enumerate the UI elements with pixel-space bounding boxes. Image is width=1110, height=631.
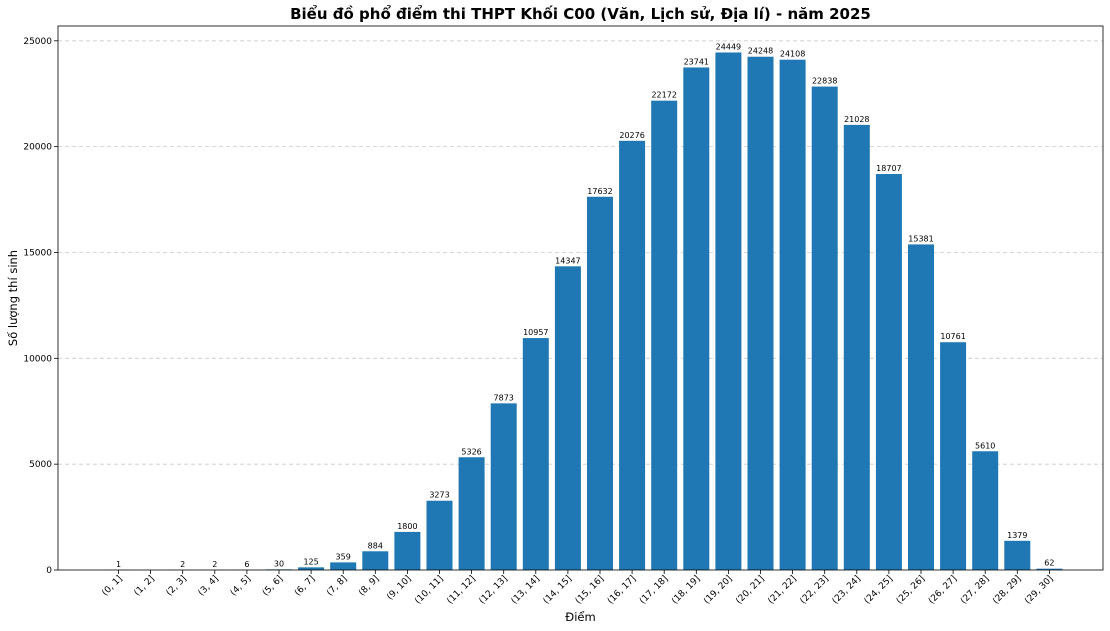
bar — [876, 174, 902, 570]
y-tick-label: 25000 — [23, 37, 52, 47]
bar — [715, 52, 741, 570]
y-tick-label: 5000 — [29, 460, 52, 470]
bar-value-label: 2 — [180, 560, 185, 569]
bar-value-label: 359 — [336, 552, 351, 561]
y-tick-label: 10000 — [23, 354, 52, 364]
bar-value-label: 884 — [368, 541, 383, 550]
x-tick-label: (18, 19] — [670, 574, 702, 606]
bar-value-label: 1 — [116, 560, 121, 569]
x-tick-label: (27, 28] — [959, 574, 991, 606]
x-tick-label: (22, 23] — [799, 574, 831, 606]
x-tick-label: (3, 4] — [197, 574, 221, 598]
bar — [908, 244, 934, 570]
bar-value-label: 20276 — [619, 131, 644, 140]
y-tick-label: 20000 — [23, 143, 52, 153]
bar — [619, 141, 645, 570]
x-tick-label: (23, 24] — [831, 574, 863, 606]
bar-value-label: 18707 — [876, 164, 901, 173]
bar — [940, 342, 966, 570]
bar-value-label: 6 — [244, 560, 249, 569]
x-tick-label: (0, 1] — [100, 574, 124, 598]
bar — [812, 87, 838, 570]
bar-value-label: 23741 — [684, 57, 709, 66]
x-tick-label: (1, 2] — [133, 574, 157, 598]
x-tick-label: (20, 21] — [734, 574, 766, 606]
bar-value-label: 125 — [303, 557, 318, 566]
x-tick-label: (5, 6] — [261, 574, 285, 598]
x-axis-label: Điểm — [565, 610, 595, 624]
bar-value-label: 17632 — [587, 187, 612, 196]
bar-value-label: 22172 — [651, 91, 676, 100]
bar — [748, 57, 774, 570]
bar-value-label: 62 — [1044, 559, 1054, 568]
x-tick-label: (19, 20] — [702, 574, 734, 606]
bar-value-label: 5610 — [975, 441, 995, 450]
chart-title: Biểu đồ phổ điểm thi THPT Khối C00 (Văn,… — [290, 4, 871, 23]
bar-value-label: 3273 — [429, 491, 449, 500]
bar — [1004, 541, 1030, 570]
bar — [394, 532, 420, 570]
bar-value-label: 30 — [274, 559, 284, 568]
bar-value-label: 24449 — [716, 42, 741, 51]
y-tick-label: 15000 — [23, 248, 52, 258]
bar — [972, 451, 998, 570]
x-tick-label: (26, 27] — [927, 574, 959, 606]
x-tick-label: (7, 8] — [325, 574, 349, 598]
bar — [683, 67, 709, 570]
bar — [459, 457, 485, 570]
bar-value-label: 21028 — [844, 115, 869, 124]
bar-value-label: 14347 — [555, 256, 580, 265]
bar — [491, 403, 517, 570]
x-tick-label: (12, 13] — [478, 574, 510, 606]
bar — [362, 551, 388, 570]
x-tick-label: (9, 10] — [385, 574, 413, 602]
x-tick-label: (17, 18] — [638, 574, 670, 606]
bar — [330, 562, 356, 570]
y-axis-ticks: 0 5000 10000 15000 20000 25000 — [23, 37, 58, 576]
bar — [427, 501, 453, 570]
x-tick-label: (14, 15] — [542, 574, 574, 606]
bar — [523, 338, 549, 570]
x-tick-label: (10, 11] — [413, 574, 445, 606]
bar — [587, 197, 613, 570]
bar-value-label: 1800 — [397, 522, 417, 531]
bar-value-label: 10957 — [523, 328, 548, 337]
y-axis-label: Số lượng thí sinh — [6, 250, 20, 346]
x-tick-label: (13, 14] — [510, 574, 542, 606]
bar-value-label: 2 — [212, 560, 217, 569]
bar-value-label: 15381 — [908, 234, 933, 243]
x-tick-label: (29, 30] — [1023, 574, 1055, 606]
bar-value-label: 7873 — [494, 393, 514, 402]
bar-value-label: 24108 — [780, 50, 805, 59]
bar — [651, 101, 677, 570]
bar — [780, 60, 806, 570]
bar-value-label: 1379 — [1007, 531, 1027, 540]
bar — [844, 125, 870, 570]
bar-value-label: 22838 — [812, 77, 837, 86]
x-tick-label: (8, 9] — [357, 574, 381, 598]
x-tick-label: (11, 12] — [445, 574, 477, 606]
x-tick-label: (16, 17] — [606, 574, 638, 606]
bar-value-label: 24248 — [748, 47, 773, 56]
bar-value-label: 5326 — [461, 447, 481, 456]
x-tick-label: (2, 3] — [165, 574, 189, 598]
x-tick-label: (21, 22] — [766, 574, 798, 606]
x-tick-label: (15, 16] — [574, 574, 606, 606]
x-axis-ticks: (0, 1] (1, 2] (2, 3] (3, 4] (4, 5] (5, 6] (6, … — [100, 570, 1055, 606]
x-tick-label: (6, 7] — [293, 574, 317, 598]
x-tick-label: (4, 5] — [229, 574, 253, 598]
x-tick-label: (25, 26] — [895, 574, 927, 606]
x-tick-label: (24, 25] — [863, 574, 895, 606]
bar-value-label: 10761 — [940, 332, 965, 341]
y-tick-label: 0 — [46, 566, 52, 576]
bar — [555, 266, 581, 570]
bars — [106, 52, 1063, 570]
x-tick-label: (28, 29] — [991, 574, 1023, 606]
